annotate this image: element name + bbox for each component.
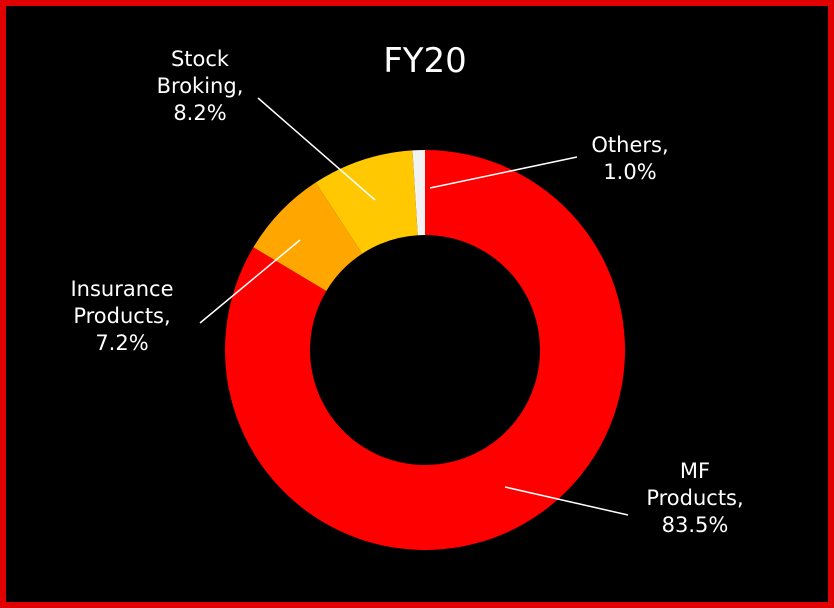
leader-line: [429, 156, 578, 189]
chart-title: FY20: [383, 41, 467, 81]
donut-slice: [412, 150, 425, 236]
data-label-value: 1.0%: [603, 160, 656, 184]
data-label-category: Insurance Products,: [70, 277, 173, 328]
leader-line: [504, 486, 629, 516]
label-line: Broking,: [157, 74, 244, 98]
data-label-value: 83.5%: [662, 513, 729, 537]
data-label-category: MF Products,: [646, 459, 743, 510]
label-line: Products,: [73, 304, 170, 328]
label-line: Products,: [646, 486, 743, 510]
label-line: Others,: [591, 133, 668, 157]
data-label-category: Stock Broking,: [157, 47, 244, 98]
leader-line: [257, 97, 376, 201]
label-line: MF: [680, 459, 710, 483]
donut-slice: [224, 150, 625, 550]
label-line: Insurance: [70, 277, 173, 301]
leader-line: [199, 239, 301, 324]
donut-slice: [315, 150, 418, 254]
donut-slice: [253, 182, 363, 291]
data-label-value: 8.2%: [173, 101, 226, 125]
data-label-value: 7.2%: [95, 331, 148, 355]
label-line: Stock: [171, 47, 230, 71]
data-label-category: Others,: [591, 133, 668, 157]
